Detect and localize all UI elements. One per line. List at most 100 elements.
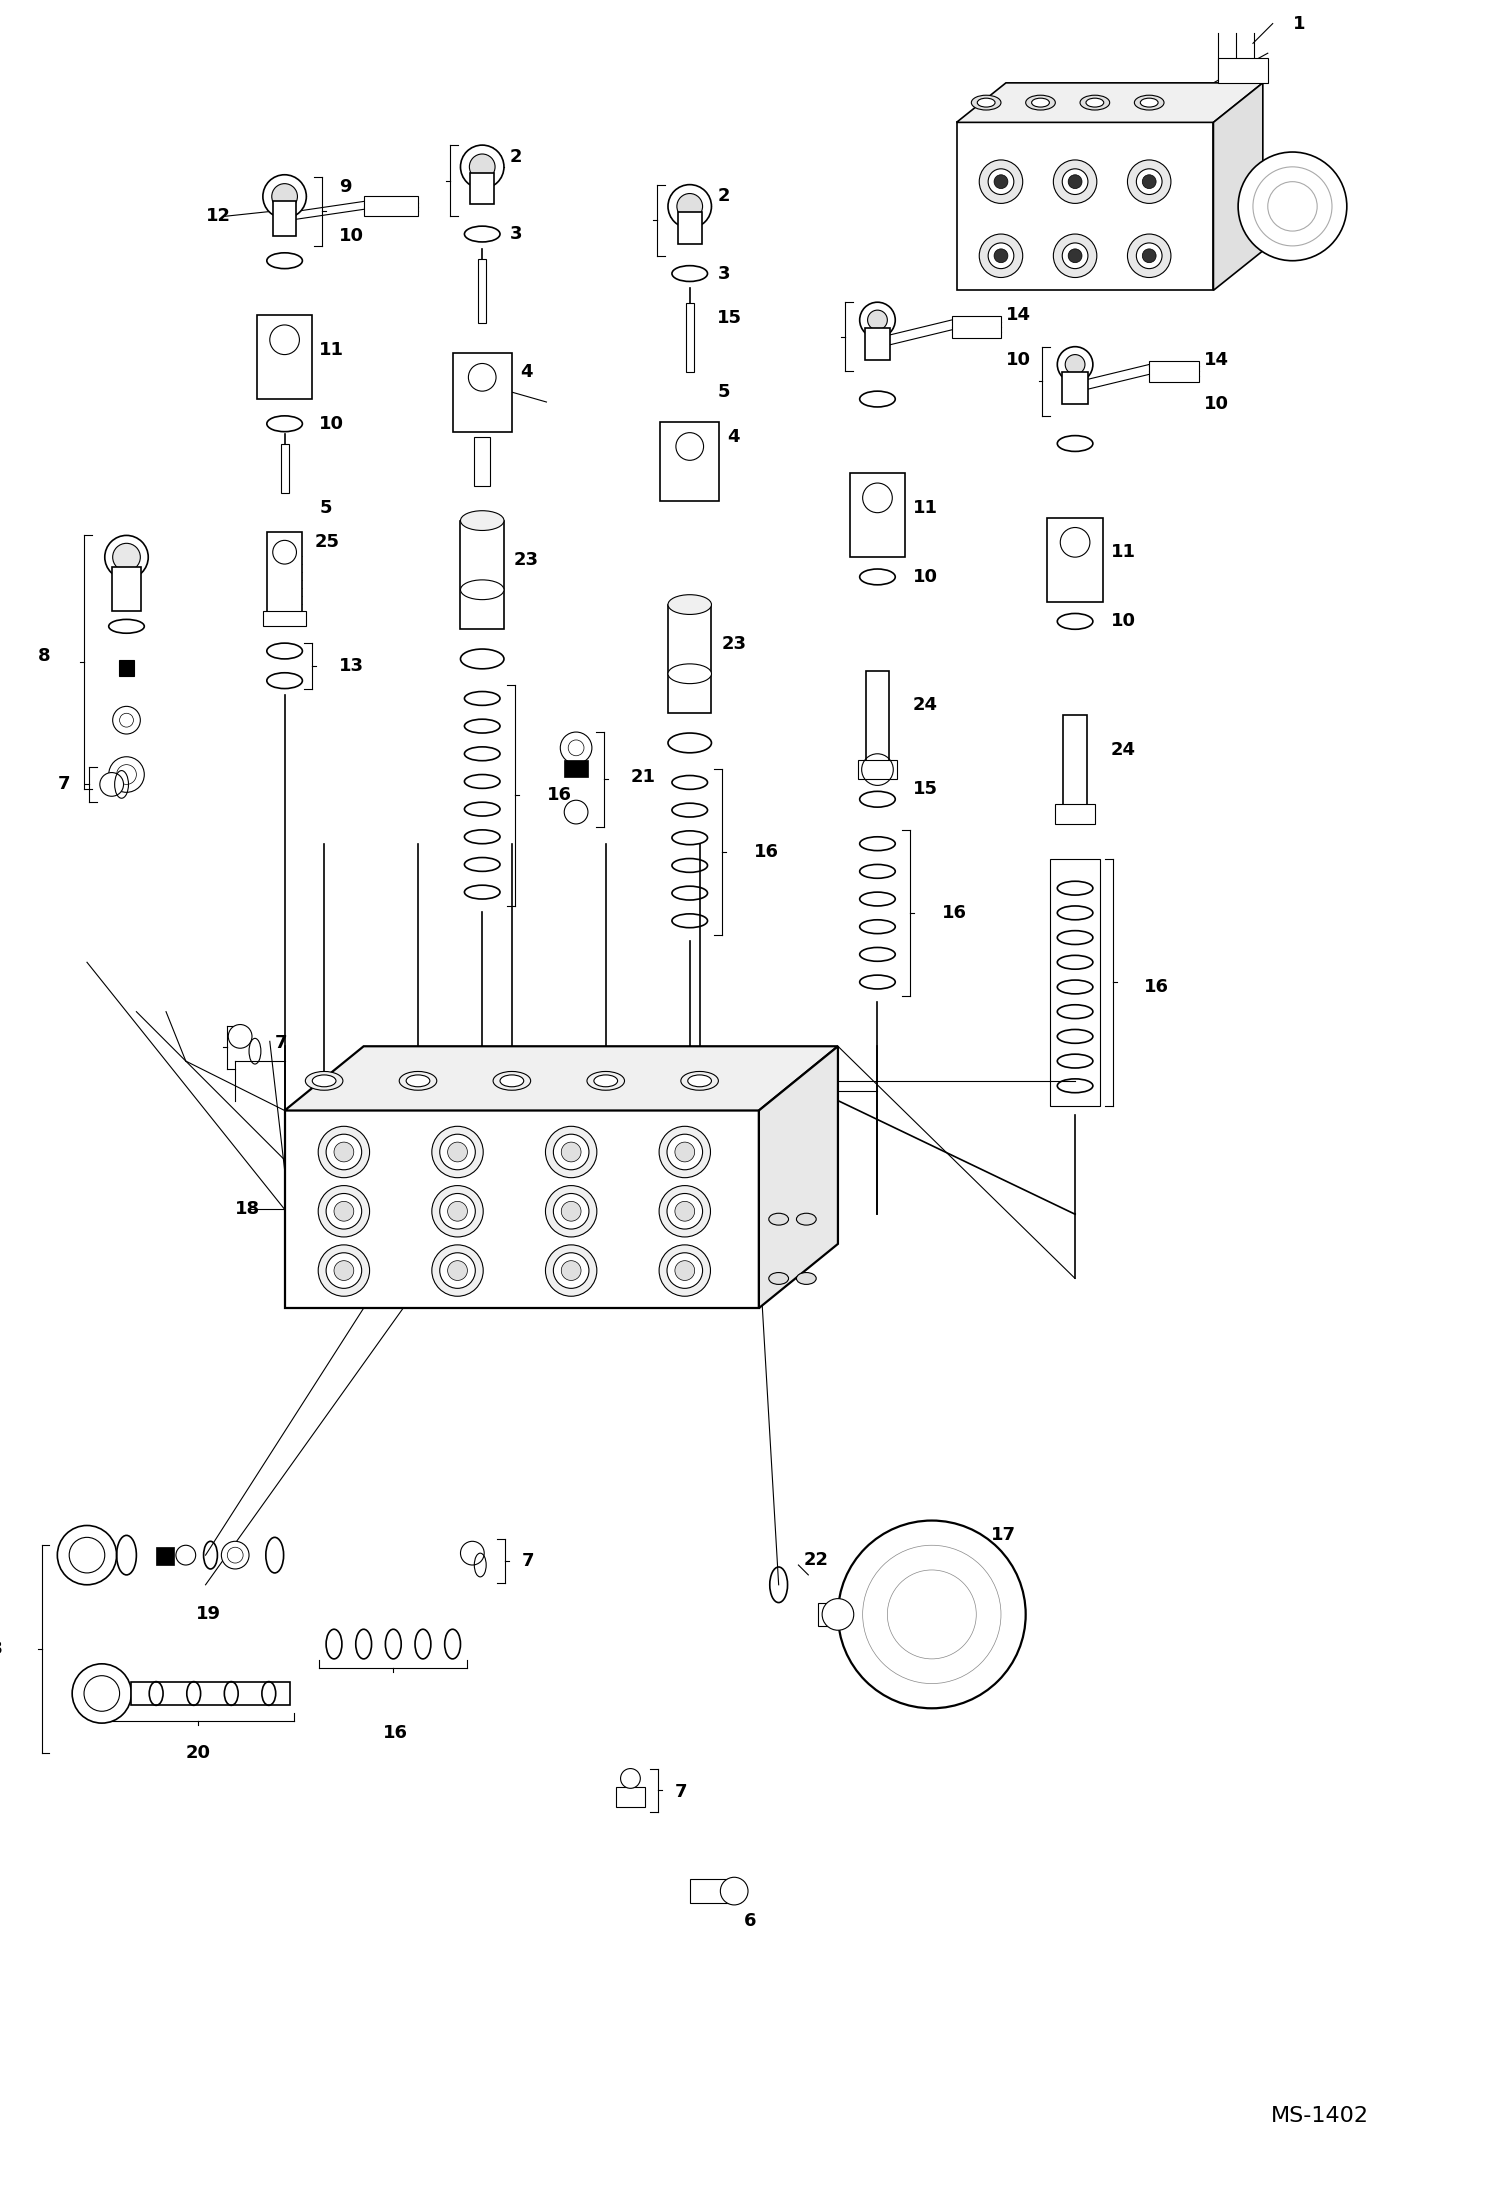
Text: 1: 1 <box>1293 15 1305 33</box>
Circle shape <box>989 243 1014 268</box>
Text: 10: 10 <box>1203 395 1228 412</box>
Circle shape <box>440 1252 475 1287</box>
Bar <box>864 329 890 360</box>
Text: 2: 2 <box>509 147 523 167</box>
Text: 15: 15 <box>718 309 743 327</box>
Circle shape <box>553 1134 589 1169</box>
Text: 14: 14 <box>1007 307 1031 325</box>
Circle shape <box>327 1193 361 1228</box>
Circle shape <box>84 1675 120 1711</box>
Circle shape <box>112 706 141 735</box>
Ellipse shape <box>688 1075 712 1088</box>
Circle shape <box>69 1537 105 1572</box>
Circle shape <box>659 1186 710 1237</box>
Text: MS-1402: MS-1402 <box>1270 2107 1369 2127</box>
Circle shape <box>57 1526 117 1586</box>
Text: 22: 22 <box>803 1550 828 1568</box>
Bar <box>262 612 307 627</box>
Bar <box>132 1682 289 1706</box>
Text: 7: 7 <box>57 776 70 794</box>
Text: 7: 7 <box>274 1035 288 1053</box>
Bar <box>616 1787 646 1807</box>
Circle shape <box>431 1246 484 1296</box>
Bar <box>118 660 135 675</box>
Bar <box>156 1548 174 1566</box>
Circle shape <box>659 1127 710 1178</box>
Ellipse shape <box>312 1075 336 1088</box>
Polygon shape <box>1213 83 1263 289</box>
Circle shape <box>677 193 703 219</box>
Circle shape <box>120 713 133 728</box>
Circle shape <box>1062 243 1088 268</box>
Bar <box>470 173 494 204</box>
Polygon shape <box>957 83 1263 123</box>
Circle shape <box>334 1261 354 1281</box>
Bar <box>280 443 289 493</box>
Bar <box>460 520 503 629</box>
Circle shape <box>448 1202 467 1222</box>
Circle shape <box>431 1186 484 1237</box>
Text: 12: 12 <box>205 208 231 226</box>
Ellipse shape <box>1140 99 1158 107</box>
Text: 7: 7 <box>676 1783 688 1800</box>
Circle shape <box>1128 160 1171 204</box>
Bar <box>1218 59 1267 83</box>
Circle shape <box>1068 175 1082 189</box>
Text: 4: 4 <box>520 364 532 382</box>
Circle shape <box>667 1193 703 1228</box>
Text: 24: 24 <box>1110 741 1135 759</box>
Circle shape <box>1053 160 1097 204</box>
Circle shape <box>1053 235 1097 279</box>
Circle shape <box>560 732 592 763</box>
Text: 21: 21 <box>631 768 656 787</box>
Text: 4: 4 <box>727 428 740 445</box>
Ellipse shape <box>797 1213 816 1226</box>
Text: 3: 3 <box>509 226 523 243</box>
Text: 19: 19 <box>196 1605 220 1623</box>
Text: 10: 10 <box>914 568 938 586</box>
Circle shape <box>318 1127 370 1178</box>
Text: 10: 10 <box>1110 612 1135 629</box>
Bar <box>661 421 719 500</box>
Bar <box>1047 518 1103 601</box>
Bar <box>951 316 1001 338</box>
Polygon shape <box>957 123 1213 289</box>
Bar <box>1149 360 1198 382</box>
Text: 20: 20 <box>186 1743 211 1761</box>
Circle shape <box>1239 151 1347 261</box>
Text: 16: 16 <box>1144 978 1170 996</box>
Polygon shape <box>285 1110 759 1307</box>
Circle shape <box>1068 248 1082 263</box>
Bar <box>273 202 297 237</box>
Circle shape <box>105 535 148 579</box>
Text: 10: 10 <box>1007 351 1031 368</box>
Circle shape <box>100 772 123 796</box>
Circle shape <box>1065 355 1085 375</box>
Ellipse shape <box>768 1272 788 1285</box>
Bar <box>1062 373 1088 404</box>
Circle shape <box>553 1193 589 1228</box>
Circle shape <box>1143 175 1156 189</box>
Circle shape <box>995 175 1008 189</box>
Text: 8: 8 <box>37 647 51 664</box>
Ellipse shape <box>1080 94 1110 110</box>
Ellipse shape <box>1086 99 1104 107</box>
Circle shape <box>109 757 144 792</box>
Circle shape <box>721 1877 748 1906</box>
Circle shape <box>440 1134 475 1169</box>
Circle shape <box>995 248 1008 263</box>
Bar <box>478 259 487 322</box>
Circle shape <box>545 1246 596 1296</box>
Polygon shape <box>285 1046 837 1110</box>
Text: 5: 5 <box>319 498 331 518</box>
Bar <box>858 759 897 779</box>
Text: 24: 24 <box>914 697 938 715</box>
Text: 16: 16 <box>383 1724 409 1741</box>
Text: 11: 11 <box>1110 544 1135 561</box>
Circle shape <box>668 184 712 228</box>
Circle shape <box>175 1546 196 1566</box>
Bar <box>475 436 490 487</box>
Ellipse shape <box>680 1072 719 1090</box>
Circle shape <box>228 1024 252 1048</box>
Circle shape <box>117 765 136 785</box>
